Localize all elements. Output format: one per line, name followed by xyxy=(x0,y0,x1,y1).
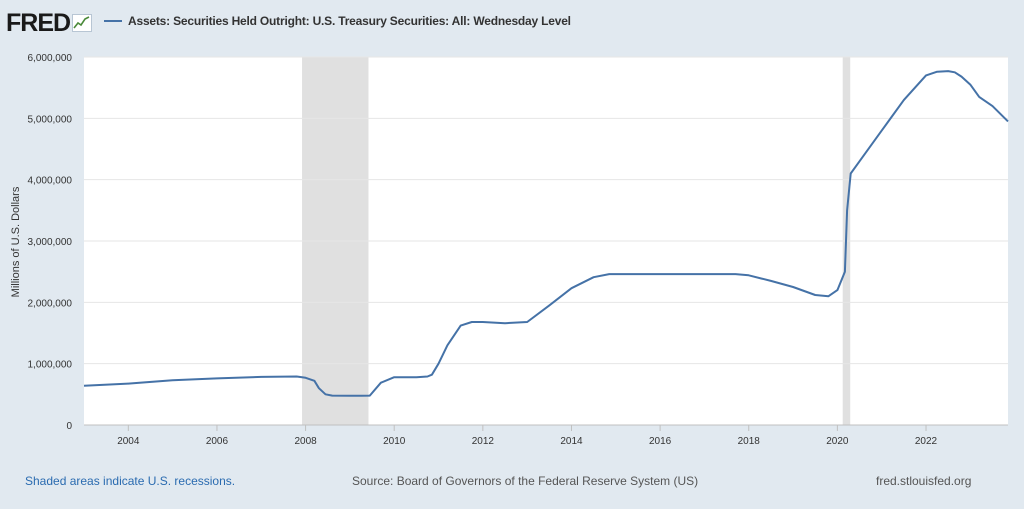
y-axis-ticks: 0 1,000,000 2,000,000 3,000,000 4,000,000 5,0… xyxy=(28,53,73,432)
legend-series-label: Assets: Securities Held Outright: U.S. T… xyxy=(128,14,571,28)
chart-legend: Assets: Securities Held Outright: U.S. T… xyxy=(104,14,571,28)
series-line-0 xyxy=(83,70,1009,397)
x-tick-label-0: 2004 xyxy=(117,436,140,447)
site-url[interactable]: fred.stlouisfed.org xyxy=(876,474,972,488)
source-note: Source: Board of Governors of the Federa… xyxy=(352,474,699,488)
x-tick-label-8: 2020 xyxy=(826,436,849,447)
header: FRED Assets: Securities Held Outright: U… xyxy=(0,0,1024,44)
x-tick-label-4: 2012 xyxy=(472,436,495,447)
y-tick-label-1: 1,000,000 xyxy=(28,360,73,371)
y-tick-label-3: 3,000,000 xyxy=(28,237,73,248)
y-tick-label-4: 4,000,000 xyxy=(28,176,73,187)
chart: 0 1,000,000 2,000,000 3,000,000 4,000,000 5,0… xyxy=(10,53,1009,447)
footer: Shaded areas indicate U.S. recessions. S… xyxy=(0,470,1024,494)
fred-logo-text: FRED xyxy=(6,8,71,37)
fred-logo-graph-icon xyxy=(72,14,93,32)
x-tick-label-9: 2022 xyxy=(915,436,938,447)
x-tick-label-1: 2006 xyxy=(206,436,229,447)
y-tick-label-6: 6,000,000 xyxy=(28,53,73,64)
x-tick-label-3: 2010 xyxy=(383,436,406,447)
y-tick-label-0: 0 xyxy=(66,421,72,432)
gridlines xyxy=(84,56,1008,426)
series-layer xyxy=(83,70,1009,397)
fred-logo[interactable]: FRED xyxy=(6,6,93,40)
legend-swatch xyxy=(104,20,122,22)
y-tick-label-2: 2,000,000 xyxy=(28,298,73,309)
recession-note-link[interactable]: Shaded areas indicate U.S. recessions. xyxy=(25,474,236,488)
y-tick-label-5: 5,000,000 xyxy=(28,114,73,125)
x-tick-label-6: 2016 xyxy=(649,436,672,447)
y-axis-label: Millions of U.S. Dollars xyxy=(10,186,22,297)
x-tick-label-7: 2018 xyxy=(738,436,761,447)
x-tick-label-5: 2014 xyxy=(560,436,583,447)
x-tick-label-2: 2008 xyxy=(294,436,317,447)
x-axis-ticks: 2004 2006 2008 2010 2012 2014 2016 2018 2020 2022 xyxy=(117,425,938,447)
